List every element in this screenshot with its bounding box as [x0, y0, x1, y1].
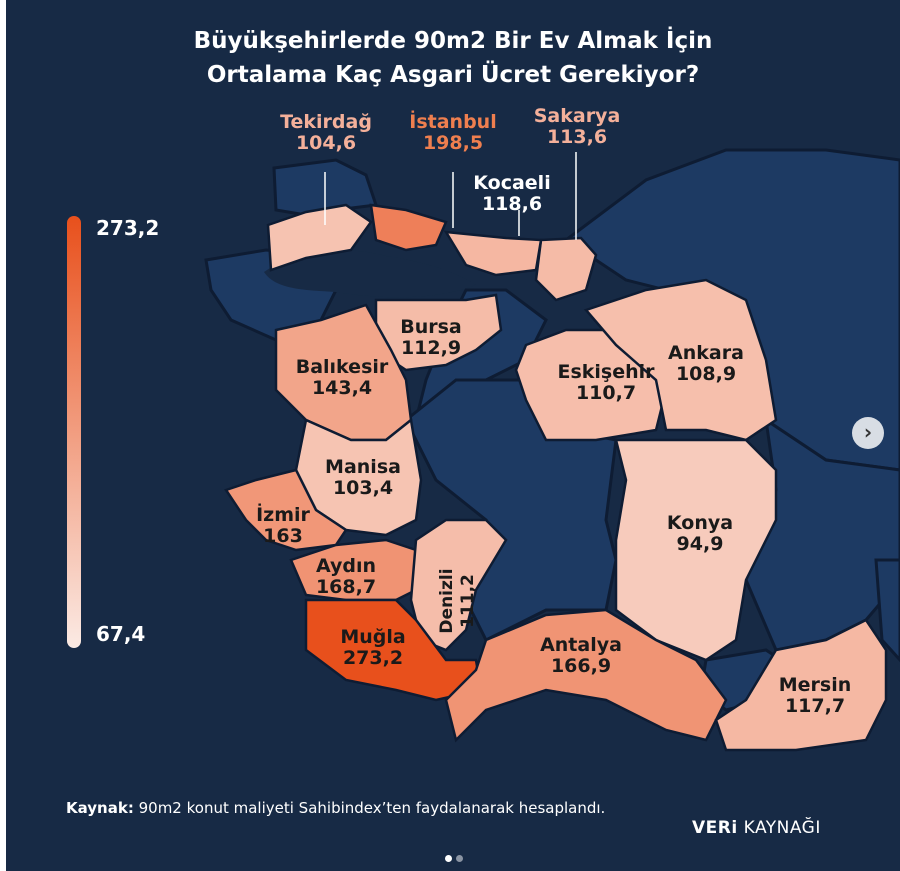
province-name: Kocaeli: [473, 172, 551, 194]
marmara-sea: [264, 250, 476, 298]
province-name: Antalya: [540, 634, 622, 656]
label-aydn: Aydın 168,7: [316, 556, 376, 598]
label-konya: Konya 94,9: [667, 513, 733, 555]
province-value: 143,4: [311, 377, 373, 399]
province-name: Balıkesir: [295, 356, 389, 378]
province-tekirda: [266, 203, 373, 272]
label-balkesir: Balıkesir 143,4: [296, 357, 389, 399]
province-value: 273,2: [342, 647, 404, 669]
label-izmir: İzmir 163: [256, 505, 310, 547]
brand-logo: VERi KAYNAĞI: [692, 818, 821, 838]
label-sakarya: Sakarya 113,6: [534, 106, 621, 148]
title-line-2: Ortalama Kaç Asgari Ücret Gerekiyor?: [206, 62, 700, 88]
scale-min-label: 67,4: [96, 622, 146, 646]
source-label: Kaynak:: [66, 799, 134, 817]
province-kocaeli: [443, 230, 543, 277]
province-sakarya: [534, 236, 598, 302]
province-name: Sakarya: [533, 105, 621, 127]
province-izmir: [224, 468, 348, 552]
label-tekirda: Tekirdağ 104,6: [280, 112, 372, 154]
province-mersin: [714, 618, 888, 752]
province-name: İzmir: [256, 504, 310, 526]
title-line-1: Büyükşehirlerde 90m2 Bir Ev Almak İçin: [193, 28, 713, 54]
province-value: 110,7: [575, 382, 637, 404]
province-value: 163: [263, 525, 303, 547]
province-value: 94,9: [676, 533, 724, 555]
province-antalya: [444, 608, 728, 743]
label-ankara: Ankara 108,9: [668, 343, 744, 385]
province-value: 198,5: [422, 132, 484, 154]
label-mula: Muğla 273,2: [340, 627, 405, 669]
province-value: 112,9: [400, 337, 462, 359]
province-name: Tekirdağ: [280, 111, 372, 133]
page-dot-2[interactable]: [456, 855, 463, 862]
province-name: Eskişehir: [557, 361, 655, 383]
label-mersin: Mersin 117,7: [779, 675, 852, 717]
province-name: Manisa: [325, 456, 401, 478]
province-value: 104,6: [295, 132, 357, 154]
turkey-map: [204, 148, 900, 752]
source-note: Kaynak: 90m2 konut maliyeti Sahibindex’t…: [66, 797, 666, 819]
color-scale-bar: [67, 216, 81, 648]
province-value: 108,9: [675, 363, 737, 385]
chart-title: Büyükşehirlerde 90m2 Bir Ev Almak İçin O…: [6, 24, 900, 92]
province-name: Denizli: [437, 568, 457, 634]
label-eskiehir: Eskişehir 110,7: [557, 362, 654, 404]
brand-bold: VERi: [692, 818, 738, 838]
next-slide-button[interactable]: ›: [852, 417, 884, 449]
infographic: Büyükşehirlerde 90m2 Bir Ev Almak İçin O…: [6, 0, 900, 871]
label-kocaeli: Kocaeli 118,6: [473, 173, 550, 215]
label-bursa: Bursa 112,9: [400, 317, 462, 359]
label-denizli: Denizli 111,2: [437, 568, 479, 633]
province-value: 166,9: [550, 655, 612, 677]
province-value: 103,4: [332, 477, 394, 499]
province-name: Bursa: [400, 316, 462, 338]
province-name: Konya: [666, 512, 734, 534]
province-ankara: [583, 278, 778, 442]
chevron-right-icon: ›: [863, 420, 873, 444]
leader-lines: [324, 152, 577, 240]
label-manisa: Manisa 103,4: [325, 457, 401, 499]
province-name: İstanbul: [409, 111, 497, 133]
province-konya: [614, 438, 778, 662]
province-name: Aydın: [315, 555, 377, 577]
scale-max-label: 273,2: [96, 216, 160, 240]
province-name: Mersin: [778, 674, 852, 696]
pagination-dots: [443, 847, 465, 866]
page-dot-1[interactable]: [445, 855, 452, 862]
label-antalya: Antalya 166,9: [540, 635, 622, 677]
brand-light: KAYNAĞI: [737, 818, 821, 838]
label-istanbul: İstanbul 198,5: [409, 112, 496, 154]
province-istanbul: [369, 203, 448, 252]
source-text: 90m2 konut maliyeti Sahibindex’ten fayda…: [133, 799, 606, 817]
province-value: 117,7: [784, 695, 846, 717]
province-value: 168,7: [315, 576, 377, 598]
province-value: 111,2: [458, 574, 478, 628]
province-value: 118,6: [481, 193, 543, 215]
province-name: Ankara: [668, 342, 744, 364]
province-name: Muğla: [340, 626, 406, 648]
province-value: 113,6: [546, 126, 608, 148]
